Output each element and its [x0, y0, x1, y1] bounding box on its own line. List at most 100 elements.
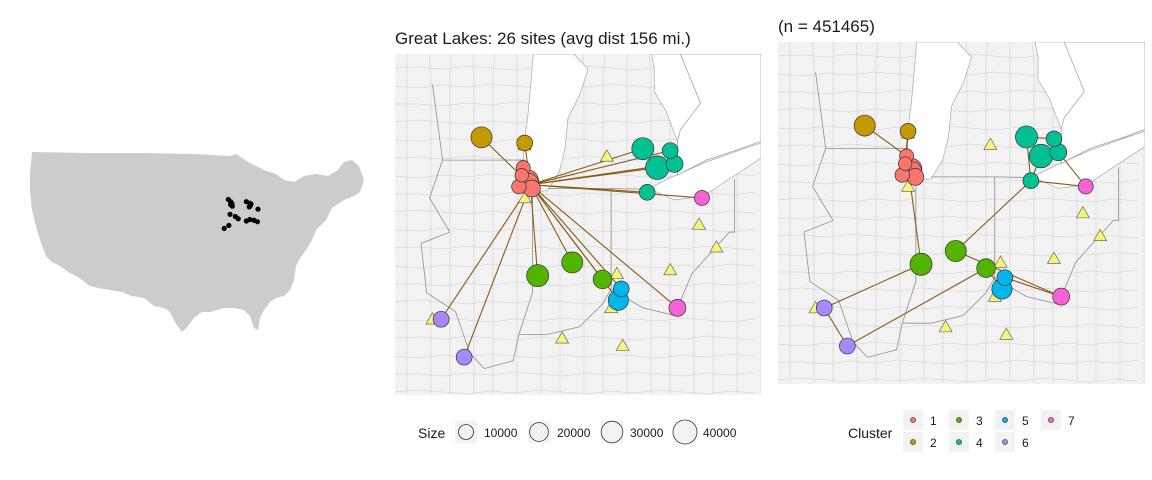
- size-legend-label: 40000: [703, 426, 737, 440]
- size-legend-circle: [458, 424, 474, 440]
- candidate-triangle: [1046, 251, 1061, 264]
- county-line: [395, 335, 756, 341]
- county-line: [832, 42, 835, 382]
- site-marker-cluster-6: [432, 310, 450, 328]
- site-marker-cluster-7: [1052, 287, 1071, 306]
- county-line: [778, 377, 1139, 383]
- candidate-triangle: [609, 266, 624, 279]
- cluster-legend-svg: 1 2 3 4 5 6 7: [903, 410, 1075, 452]
- lake-michigan: [906, 42, 973, 182]
- site-marker-cluster-5: [996, 269, 1014, 286]
- county-line: [778, 197, 1139, 203]
- hub-spoke-line: [529, 184, 539, 276]
- state-line: [420, 84, 485, 369]
- us-overview-map: [14, 140, 374, 340]
- county-line: [778, 269, 1139, 275]
- site-marker-cluster-4: [1045, 130, 1063, 148]
- size-legend-label: 20000: [557, 426, 591, 440]
- county-line: [582, 54, 585, 394]
- county-line: [648, 54, 652, 394]
- site-marker-cluster-4: [1028, 143, 1054, 169]
- size-legend-svg: 10000 20000 30000 40000: [455, 419, 737, 445]
- county-line: [472, 54, 475, 394]
- canada-region: [1060, 42, 1145, 165]
- county-line: [778, 341, 1139, 347]
- candidate-triangle: [709, 240, 724, 253]
- candidate-triangle: [663, 262, 678, 276]
- hub-spoke-line: [440, 184, 531, 320]
- state-line: [484, 334, 520, 369]
- cluster-legend-title: Cluster: [848, 425, 893, 441]
- hub-spoke-line: [530, 167, 658, 186]
- us-site-points: [221, 196, 261, 231]
- cluster-legend: 1 2 3 4 5 6 7: [903, 408, 1083, 458]
- us-site-point: [254, 219, 261, 225]
- state-line: [867, 323, 903, 358]
- cluster-legend-dot: [910, 439, 916, 445]
- us-site-point: [229, 203, 235, 209]
- cluster-legend-dot: [956, 439, 962, 445]
- site-marker-cluster-1: [898, 156, 913, 171]
- site-marker-cluster-2: [899, 123, 917, 140]
- county-line: [492, 54, 496, 394]
- us-site-point: [226, 222, 232, 229]
- county-line: [395, 209, 756, 215]
- candidate-triangle: [938, 319, 953, 333]
- state-boundaries: [420, 84, 736, 369]
- candidate-triangle: [901, 179, 916, 192]
- size-legend-key: [674, 421, 696, 443]
- county-line: [395, 353, 756, 359]
- county-line: [449, 54, 452, 394]
- us-site-point: [246, 204, 252, 210]
- county-line: [428, 54, 432, 394]
- county-line: [778, 305, 1139, 311]
- us-site-point: [235, 216, 241, 222]
- county-line: [395, 389, 756, 395]
- site-marker-cluster-4: [1015, 125, 1038, 149]
- cluster-legend-dot: [1002, 417, 1008, 423]
- cluster-legend-dot: [956, 417, 962, 423]
- site-marker-cluster-5: [612, 280, 630, 298]
- us-site-point: [221, 225, 227, 231]
- us-site-point: [255, 206, 261, 212]
- cluster-legend-label: 3: [976, 414, 983, 428]
- site-marker-cluster-7: [694, 190, 710, 206]
- candidate-triangle: [599, 149, 614, 162]
- site-marker-cluster-6: [455, 348, 473, 366]
- candidate-triangle: [517, 190, 532, 204]
- site-marker-cluster-3: [592, 269, 613, 290]
- canada-region: [677, 54, 761, 176]
- cluster-legend-dot: [1002, 439, 1008, 445]
- site-marker-cluster-4: [638, 184, 656, 201]
- size-legend-label: 30000: [630, 426, 664, 440]
- county-line: [395, 317, 756, 323]
- us-overview-svg: [30, 152, 364, 332]
- hub-spoke-line: [530, 148, 644, 186]
- us-site-point: [227, 211, 233, 217]
- size-legend: 10000 20000 30000 40000: [455, 418, 745, 448]
- cluster-legend-label: 2: [930, 436, 937, 450]
- size-legend-circle: [672, 419, 698, 445]
- county-line: [875, 42, 879, 382]
- candidate-triangle: [1075, 205, 1090, 219]
- left-map-svg: [395, 54, 761, 395]
- site-marker-cluster-4: [1022, 172, 1040, 189]
- candidate-triangle: [999, 327, 1014, 340]
- hub-spoke-line: [530, 184, 702, 199]
- candidate-triangle: [1093, 228, 1108, 241]
- site-marker-cluster-6: [839, 337, 856, 355]
- site-marker-cluster-1: [514, 168, 529, 183]
- county-boundaries: [395, 54, 761, 395]
- candidate-triangle: [692, 217, 707, 230]
- county-line: [395, 245, 756, 251]
- site-marker-cluster-3: [561, 251, 584, 274]
- candidate-triangle: [615, 338, 630, 351]
- size-legend-title: Size: [418, 425, 446, 441]
- cluster-legend-label: 6: [1022, 436, 1029, 450]
- right-map-svg: [778, 42, 1145, 384]
- size-legend-label: 10000: [484, 426, 518, 440]
- site-marker-cluster-7: [668, 298, 687, 317]
- county-boundaries: [778, 42, 1145, 383]
- cluster-legend-label: 7: [1068, 414, 1075, 428]
- county-line: [811, 42, 815, 382]
